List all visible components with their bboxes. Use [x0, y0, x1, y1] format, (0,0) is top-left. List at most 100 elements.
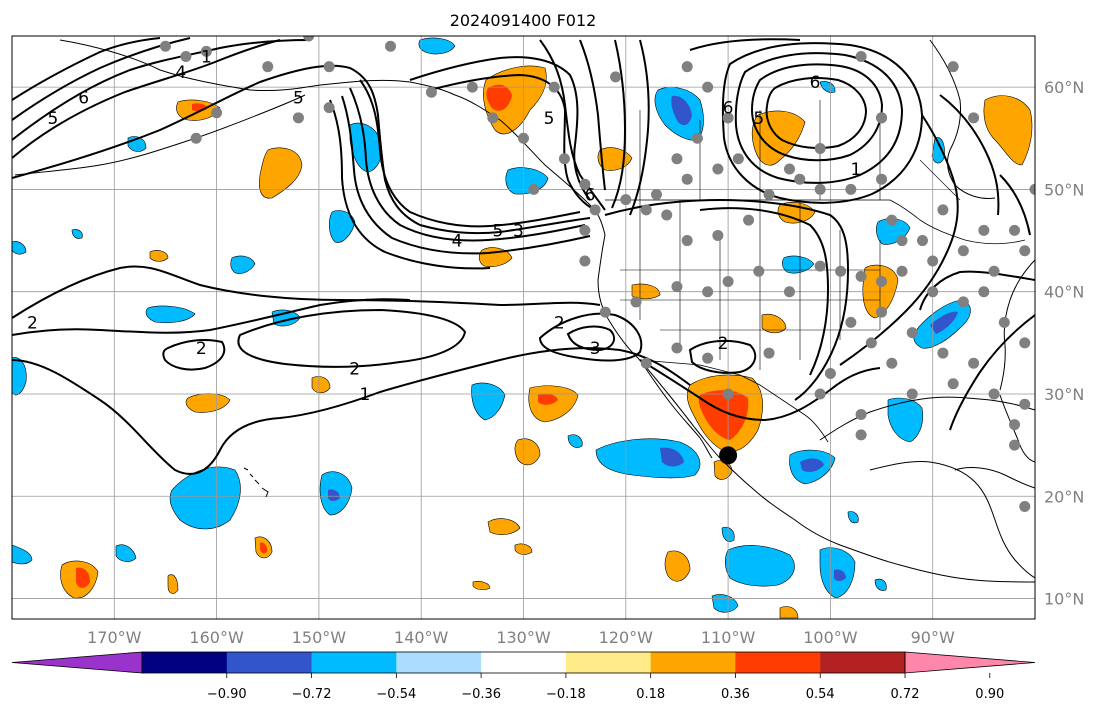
contour-line [12, 265, 601, 319]
shade-strong-negative [660, 447, 684, 467]
latitude-labels: 60°N 50°N 40°N 30°N 20°N 10°N [1044, 78, 1084, 608]
station-dot [978, 224, 990, 236]
shade-negative [471, 382, 506, 421]
station-dot [180, 50, 192, 62]
lon-tick-label: 100°W [803, 628, 858, 647]
shade-positive [259, 147, 303, 199]
station-dot [579, 224, 591, 236]
station-dot [855, 408, 867, 420]
station-dot [732, 153, 744, 165]
station-dot [385, 40, 397, 52]
station-dot [211, 107, 223, 119]
station-dot [262, 61, 274, 73]
station-dot [303, 36, 315, 42]
colorbar-extend-max [904, 651, 1036, 674]
station-dot [794, 173, 806, 185]
contour-line [12, 64, 591, 235]
station-dot [1019, 245, 1031, 257]
colorbar-segment [820, 652, 906, 673]
contour-label: 2 [196, 339, 207, 359]
shade-negative [887, 397, 923, 443]
shade-negative [567, 434, 583, 448]
shade-positive [487, 518, 521, 535]
lat-tick-label: 50°N [1044, 180, 1084, 199]
contour-label: 6 [723, 99, 734, 119]
station-dot [927, 255, 939, 267]
station-dot [814, 260, 826, 272]
station-dot [957, 296, 969, 308]
station-dot [528, 183, 540, 195]
contour-label: 3 [590, 339, 601, 359]
contour-line [538, 312, 643, 362]
station-dot [855, 50, 867, 62]
station-dot [671, 342, 683, 354]
station-dot [200, 45, 212, 57]
station-dot [599, 306, 611, 318]
station-dot [783, 163, 795, 175]
station-dot [876, 173, 888, 185]
shade-strong-negative [834, 569, 846, 581]
contour-line [699, 207, 830, 376]
colorbar: −0.90 −0.72 −0.54 −0.36 −0.18 0.18 0.36 0.54 0.7… [11, 651, 1036, 702]
contour-label: 6 [810, 73, 821, 93]
station-dot [620, 194, 632, 206]
colorbar-frame [141, 651, 906, 674]
station-dot [814, 388, 826, 400]
contour-line [341, 95, 591, 255]
anomaly-shading [12, 37, 1033, 619]
station-dot [906, 327, 918, 339]
longitude-labels: 170°W 160°W 150°W 140°W 130°W 120°W 110°W 100°W… [87, 628, 955, 647]
station-dot [681, 235, 693, 247]
station-dot [896, 235, 908, 247]
station-dot [988, 388, 1000, 400]
lon-tick-label: 90°W [911, 628, 955, 647]
contour-label: 5 [493, 221, 504, 241]
station-dot [579, 255, 591, 267]
map-frame [11, 35, 1036, 620]
station-dot [548, 81, 560, 93]
station-dot [589, 204, 601, 216]
border-us-mexico [639, 359, 829, 443]
station-dot [1009, 224, 1021, 236]
contour-line [688, 339, 757, 374]
lon-tick-label: 120°W [599, 628, 654, 647]
contour-label: 2 [349, 359, 360, 379]
colorbar-segment [396, 652, 482, 673]
station-dot [906, 388, 918, 400]
shade-positive [983, 95, 1033, 166]
shade-negative [230, 255, 256, 274]
shade-negative [12, 241, 27, 255]
contour-line [566, 325, 616, 352]
station-dot [947, 378, 959, 390]
station-dot [845, 183, 857, 195]
contour-label: 1 [201, 47, 212, 67]
contour-line [12, 37, 161, 101]
contour-line [999, 174, 1031, 236]
station-dot [814, 143, 826, 155]
station-dot [1019, 398, 1031, 410]
colorbar-segment [650, 652, 736, 673]
colorbar-segment [311, 652, 397, 673]
lon-tick-label: 150°W [292, 628, 347, 647]
station-dot [702, 352, 714, 364]
station-dot [876, 275, 888, 287]
contour-label: 2 [718, 334, 729, 354]
shade-negative [115, 544, 137, 562]
station-dot [722, 112, 734, 124]
lat-tick-label: 60°N [1044, 78, 1084, 97]
lat-tick-label: 20°N [1044, 487, 1084, 506]
contour-line [329, 99, 491, 270]
shade-positive [514, 438, 541, 466]
station-dot [998, 316, 1010, 328]
station-dot [323, 61, 335, 73]
station-dot [671, 281, 683, 293]
station-dot [681, 173, 693, 185]
station-dot [640, 204, 652, 216]
contour-label: 6 [585, 186, 596, 206]
shade-negative [724, 545, 795, 587]
shade-positive [761, 313, 787, 334]
station-dot [865, 337, 877, 349]
station-dot [876, 112, 888, 124]
station-dot [425, 86, 437, 98]
coastline-gulf [819, 396, 1035, 441]
